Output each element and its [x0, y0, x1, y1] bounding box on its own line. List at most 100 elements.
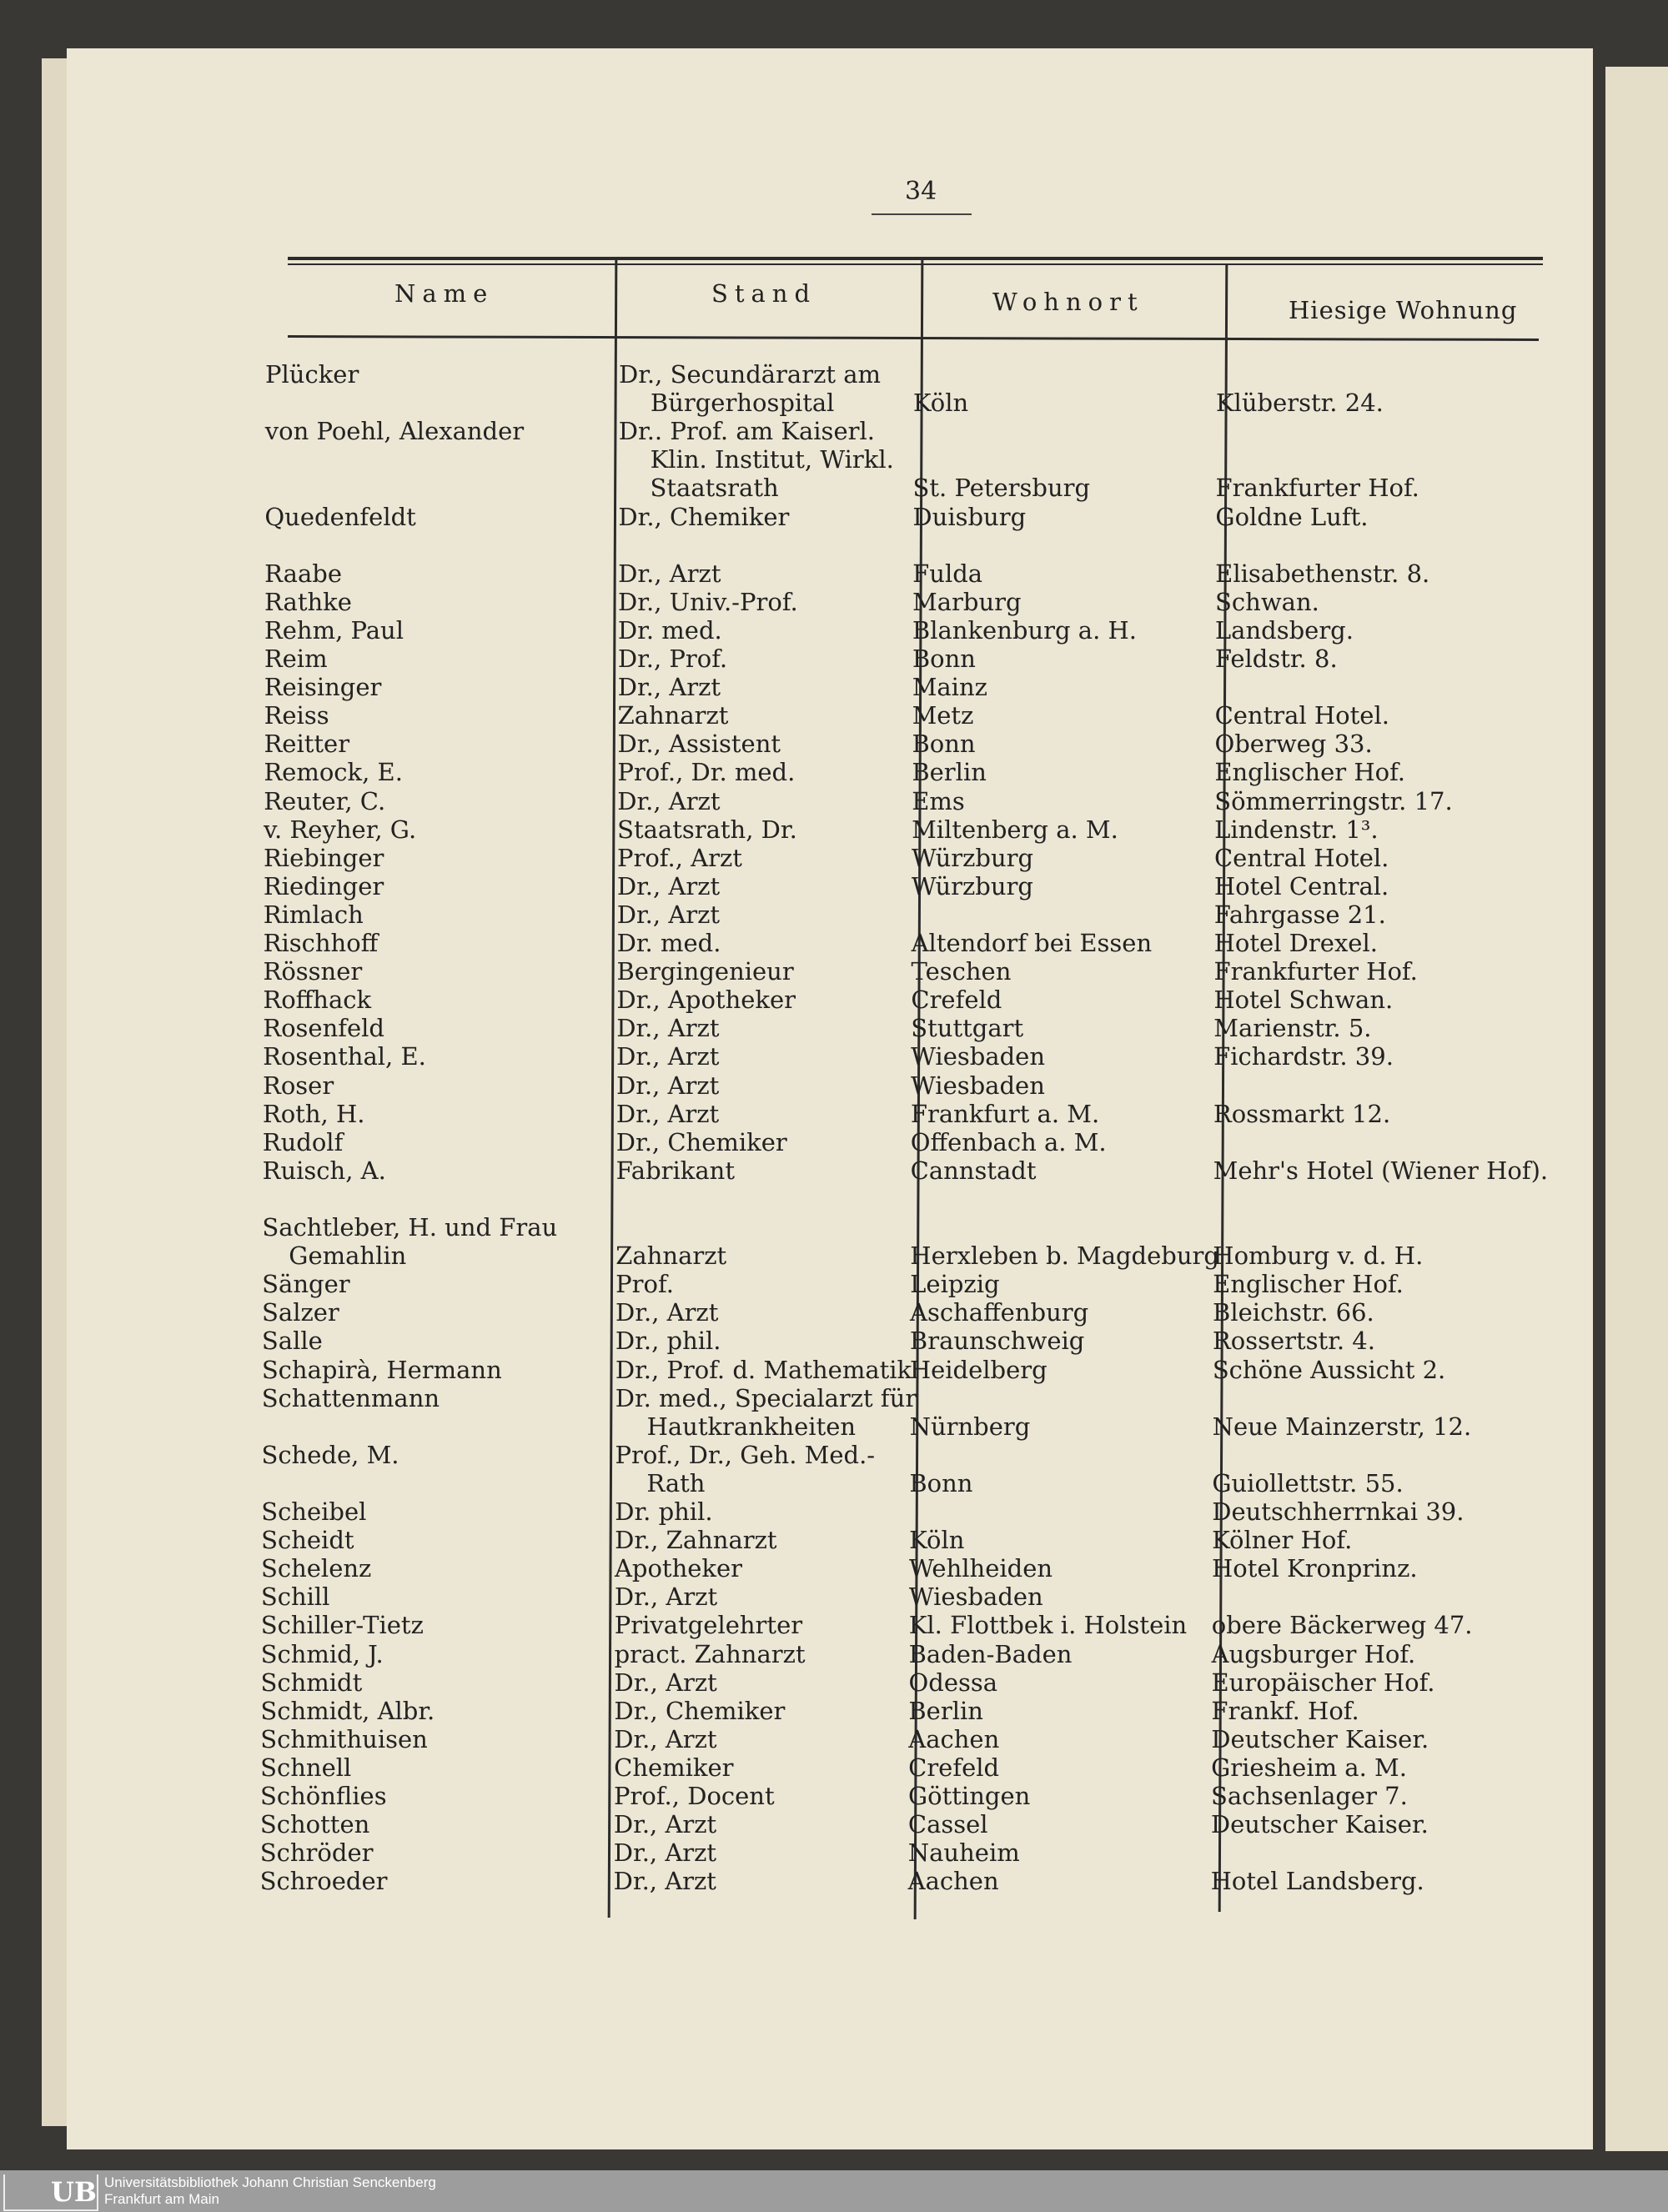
wohnort-cell: Wiesbaden [911, 1071, 1045, 1100]
page-number-rule [872, 213, 972, 215]
name-cell: Schmid, J. [260, 1639, 384, 1668]
stand-cell: Dr., Assistent [617, 730, 781, 759]
name-cell: Riebinger [263, 843, 384, 872]
name-cell: Rehm, Paul [264, 615, 404, 645]
name-cell: Rosenfeld [263, 1014, 385, 1043]
wohnung-cell: Central Hotel. [1213, 843, 1389, 872]
table-row: Sänger Prof. Leipzig Englischer Hof. [0, 1270, 1668, 1298]
table-row: Plücker Dr., Secundärarzt am [0, 360, 1668, 389]
stand-cell: Dr., Prof. d. Mathematik [615, 1355, 912, 1384]
table-row: Quedenfeldt Dr., Chemiker Duisburg Goldne L… [0, 503, 1668, 531]
wohnort-cell: Herxleben b. Magdeburg [910, 1241, 1219, 1271]
stand-cell: Staatsrath [650, 474, 779, 503]
stand-cell: Bürgerhospital [650, 389, 835, 418]
footer-library-name: Universitätsbibliothek Johann Christian … [104, 2174, 436, 2190]
table-row: Schiller-Tietz Privatgelehrter Kl. Flottbe… [0, 1611, 1668, 1639]
table-row: Rudolf Dr., Chemiker Offenbach a. M. [0, 1128, 1668, 1156]
wohnort-cell: Odessa [908, 1668, 998, 1697]
name-cell: Rössner [263, 957, 363, 986]
stand-cell: Staatsrath, Dr. [617, 815, 797, 844]
wohnort-cell: Wiesbaden [908, 1583, 1043, 1612]
wohnort-cell: Mainz [912, 673, 987, 702]
name-cell: Reim [264, 645, 328, 673]
stand-cell: pract. Zahnarzt [614, 1639, 806, 1668]
stand-cell: Dr., Arzt [616, 1014, 720, 1043]
wohnort-cell: Blankenburg a. H. [912, 615, 1138, 645]
stand-cell: Dr. med. [617, 615, 722, 645]
stand-cell: Hautkrankheiten [646, 1412, 857, 1441]
wohnung-cell: Hotel Schwan. [1213, 986, 1394, 1015]
wohnung-cell: Klüberstr. 24. [1215, 389, 1384, 418]
wohnort-cell: Ems [912, 786, 965, 815]
wohnort-cell: Wehlheiden [908, 1554, 1053, 1583]
stand-cell: Rath [646, 1468, 706, 1497]
stand-cell: Dr., Arzt [616, 871, 721, 900]
wohnort-cell: Teschen [911, 957, 1012, 986]
wohnort-cell: Baden-Baden [908, 1639, 1073, 1668]
name-cell: Roser [263, 1071, 334, 1100]
wohnung-cell: Feldstr. 8. [1214, 645, 1338, 673]
wohnung-cell: Englischer Hof. [1214, 758, 1406, 787]
wohnort-cell: Braunschweig [909, 1327, 1085, 1356]
wohnort-cell: Miltenberg a. M. [912, 815, 1118, 844]
wohnort-cell: Göttingen [908, 1782, 1031, 1810]
book-page [67, 48, 1593, 2149]
wohnort-cell: Würzburg [911, 871, 1033, 900]
name-cell: Schotten [259, 1810, 370, 1839]
name-cell: Scheibel [261, 1497, 367, 1526]
name-cell: Schill [260, 1583, 330, 1612]
wohnung-cell: Rossmarkt 12. [1213, 1099, 1391, 1128]
wohnung-cell: Augsburger Hof. [1211, 1639, 1416, 1668]
table-row: Sachtleber, H. und Frau [0, 1213, 1668, 1241]
table-row: Schelenz Apotheker Wehlheiden Hotel Kronpri… [0, 1554, 1668, 1583]
name-cell: Reitter [264, 730, 350, 759]
table-row: Rössner Bergingenieur Teschen Frankfurter H… [0, 957, 1668, 986]
stand-cell: Dr., Chemiker [615, 1127, 787, 1156]
table-row [0, 531, 1668, 559]
stand-cell: Prof., Docent [614, 1782, 775, 1810]
name-cell: Reiss [264, 701, 329, 730]
stand-cell: Prof., Dr., Geh. Med.- [615, 1440, 876, 1469]
table-row: Schmithuisen Dr., Arzt Aachen Deutscher Kai… [0, 1725, 1668, 1753]
table-row: Roth, H. Dr., Arzt Frankfurt a. M. Rossmark… [0, 1100, 1668, 1128]
name-cell: Sänger [262, 1270, 350, 1299]
wohnort-cell: Aachen [907, 1867, 999, 1896]
name-cell: Schiller-Tietz [260, 1611, 424, 1640]
name-cell: Sachtleber, H. und Frau [262, 1213, 558, 1241]
wohnort-cell: Würzburg [911, 843, 1034, 872]
wohnung-cell: Hotel Landsberg. [1210, 1867, 1424, 1896]
table-row: Rischhoff Dr. med. Altendorf bei Essen Hote… [0, 929, 1668, 957]
name-cell: Plücker [265, 360, 359, 389]
wohnung-cell: Frankfurter Hof. [1215, 474, 1419, 503]
wohnung-cell: Hotel Central. [1213, 871, 1389, 900]
stand-cell: Dr. phil. [615, 1497, 713, 1526]
wohnung-cell: Griesheim a. M. [1211, 1753, 1407, 1782]
table-row: Rosenfeld Dr., Arzt Stuttgart Marienstr. 5. [0, 1014, 1668, 1042]
wohnung-cell: Bleichstr. 66. [1213, 1298, 1374, 1327]
wohnort-cell: Nauheim [907, 1838, 1020, 1868]
table-row: Roser Dr., Arzt Wiesbaden [0, 1071, 1668, 1100]
stand-cell: Fabrikant [615, 1156, 735, 1185]
stand-cell: Dr., Arzt [613, 1810, 717, 1839]
stand-cell: Dr., Arzt [618, 559, 721, 588]
stand-cell: Dr., Arzt [616, 1071, 720, 1100]
name-cell: Riedinger [263, 871, 384, 900]
stand-cell: Klin. Institut, Wirkl. [650, 445, 894, 474]
table-row: Roffhack Dr., Apotheker Crefeld Hotel Schwa… [0, 986, 1668, 1014]
wohnung-cell: Central Hotel. [1214, 701, 1389, 730]
wohnort-cell: Offenbach a. M. [910, 1127, 1107, 1156]
wohnort-cell: Kl. Flottbek i. Holstein [908, 1611, 1188, 1640]
wohnort-cell: Aschaffenburg [910, 1298, 1089, 1327]
table-row: von Poehl, Alexander Dr.. Prof. am Kaiser… [0, 417, 1668, 445]
stand-cell: Dr., Arzt [615, 1298, 719, 1327]
wohnort-cell: Heidelberg [909, 1355, 1048, 1384]
table-row: Reisinger Dr., Arzt Mainz [0, 673, 1668, 701]
stand-cell: Dr., Secundärarzt am [619, 360, 882, 389]
stand-cell: Dr., Apotheker [616, 986, 796, 1015]
footer-city: Frankfurt am Main [104, 2191, 219, 2207]
wohnung-cell: Hotel Kronprinz. [1211, 1554, 1418, 1583]
name-cell: Schelenz [260, 1554, 372, 1583]
stand-cell: Dr., Chemiker [618, 502, 790, 531]
wohnung-cell: Sömmerringstr. 17. [1214, 786, 1453, 815]
wohnung-cell: Deutscher Kaiser. [1211, 1724, 1429, 1753]
